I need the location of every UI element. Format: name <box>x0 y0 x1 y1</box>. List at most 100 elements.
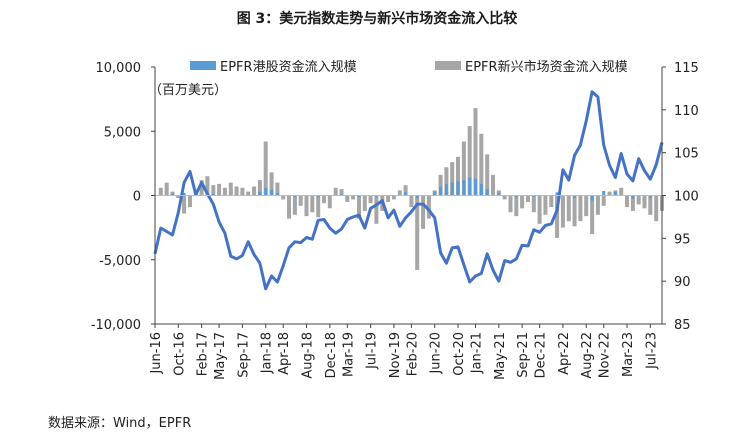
em-flow-bar <box>595 195 600 215</box>
hk-flow-bar <box>258 191 262 196</box>
em-flow-bar <box>491 174 495 196</box>
y-left-tick-label: -5,000 <box>99 254 141 269</box>
em-flow-bar <box>601 195 606 206</box>
hk-flow-bar <box>479 183 483 196</box>
em-flow-bar <box>444 167 449 196</box>
em-flow-bar <box>578 195 583 222</box>
hk-flow-bar <box>444 183 448 196</box>
y-right-tick-label: 85 <box>674 318 691 333</box>
em-flow-bar <box>170 191 175 196</box>
em-flow-bar <box>537 195 542 224</box>
em-flow-bar <box>514 195 519 217</box>
em-flow-bar <box>228 182 233 196</box>
y-right-tick-label: 95 <box>674 232 691 247</box>
em-flow-bar <box>252 186 257 196</box>
em-flow-bar <box>654 195 659 222</box>
em-flow-bar <box>584 195 589 217</box>
legend-label: EPFR港股资金流入规模 <box>220 59 357 75</box>
y-right-tick-label: 105 <box>674 147 699 162</box>
x-tick-label: Oct-16 <box>172 332 187 376</box>
em-flow-bar <box>386 195 391 202</box>
hk-flow-bar <box>474 178 477 196</box>
hk-flow-bar <box>275 192 279 196</box>
hk-flow-bar <box>590 195 594 201</box>
em-flow-bar <box>158 187 163 196</box>
hk-flow-bar <box>439 186 443 196</box>
x-tick-label: Dec-21 <box>534 332 549 378</box>
em-flow-bar <box>572 195 577 227</box>
legend-layer: EPFR港股资金流入规模 EPFR新兴市场资金流入规模 <box>190 59 628 75</box>
em-flow-bar <box>176 195 181 199</box>
x-tick-label: May-17 <box>213 332 228 380</box>
em-flow-bar <box>473 108 478 196</box>
em-flow-bar <box>415 195 420 270</box>
em-flow-bar <box>357 195 361 219</box>
em-flow-bar <box>182 195 187 214</box>
hk-flow-bar <box>450 182 454 196</box>
y-left-tick-label: -10,000 <box>91 318 141 333</box>
y-left-axis-label: （百万美元） <box>149 83 227 98</box>
x-tick-label: Feb-17 <box>196 332 211 376</box>
em-flow-bar <box>508 195 513 213</box>
em-flow-bar <box>391 195 396 200</box>
hk-flow-bar <box>270 189 274 196</box>
x-tick-label: Mar-19 <box>341 332 356 377</box>
em-flow-bar <box>304 195 309 217</box>
em-flow-bar <box>502 195 507 200</box>
x-tick-label: Jan-21 <box>470 332 485 374</box>
em-flow-bar <box>625 195 629 208</box>
hk-flow-bar <box>648 195 652 199</box>
legend-swatch <box>190 61 216 70</box>
em-flow-bar <box>205 176 210 196</box>
em-flow-bar <box>310 195 315 213</box>
y-left-tick-label: 5,000 <box>104 125 141 140</box>
source-note: 数据来源：Wind，EPFR <box>48 416 192 431</box>
em-flow-bar <box>257 180 262 196</box>
em-flow-bar <box>199 180 204 196</box>
em-flow-bar <box>520 195 525 209</box>
em-flow-bar <box>211 185 216 196</box>
em-flow-bar <box>269 172 274 196</box>
em-flow-bar <box>327 195 332 209</box>
em-flow-bar <box>560 195 565 228</box>
em-flow-bar <box>648 195 653 215</box>
x-tick-label: Nov-19 <box>388 332 403 378</box>
em-flow-bar <box>263 141 268 196</box>
dollar-index-line <box>153 90 664 291</box>
y-right-tick-label: 90 <box>674 275 691 290</box>
em-flow-bar <box>374 195 379 224</box>
hk-flow-bar <box>497 192 501 196</box>
em-flow-bar <box>345 195 350 202</box>
em-flow-bar <box>339 189 344 196</box>
x-tick-label: Dec-18 <box>324 332 339 378</box>
y-left-tick-label: 10,000 <box>96 61 142 76</box>
hk-flow-bar <box>602 191 606 196</box>
x-tick-label: Apr-18 <box>277 332 292 375</box>
y-left-tick-label: 0 <box>133 190 141 205</box>
em-flow-bar <box>217 183 222 196</box>
hk-flow-bar <box>415 195 419 199</box>
hk-flow-bar <box>264 187 268 196</box>
em-flow-bar <box>351 195 356 200</box>
y-right-tick-label: 110 <box>674 104 699 119</box>
em-flow-bar <box>566 195 571 222</box>
x-tick-label: Aug-22 <box>580 332 595 379</box>
em-flow-bar <box>397 190 402 196</box>
hk-flow-bar <box>613 191 617 196</box>
axes-layer: -10,000 -5,000 0 5,000 10,000 （百万美元） 85 90 95 100… <box>91 61 699 380</box>
em-flow-bar <box>409 195 414 208</box>
x-tick-label: Sep-17 <box>236 332 251 378</box>
bars-layer <box>158 108 664 270</box>
em-flow-bar <box>333 187 338 196</box>
em-flow-bar <box>164 182 169 196</box>
em-flow-bar <box>292 195 297 215</box>
em-flow-bar <box>222 187 227 196</box>
x-tick-label: Jun-20 <box>429 332 444 375</box>
em-flow-bar <box>531 195 536 213</box>
em-flow-bar <box>607 191 612 196</box>
hk-flow-bar <box>182 192 186 196</box>
em-flow-bar <box>461 141 466 196</box>
legend-swatch <box>435 61 461 70</box>
em-flow-bar <box>362 195 367 211</box>
